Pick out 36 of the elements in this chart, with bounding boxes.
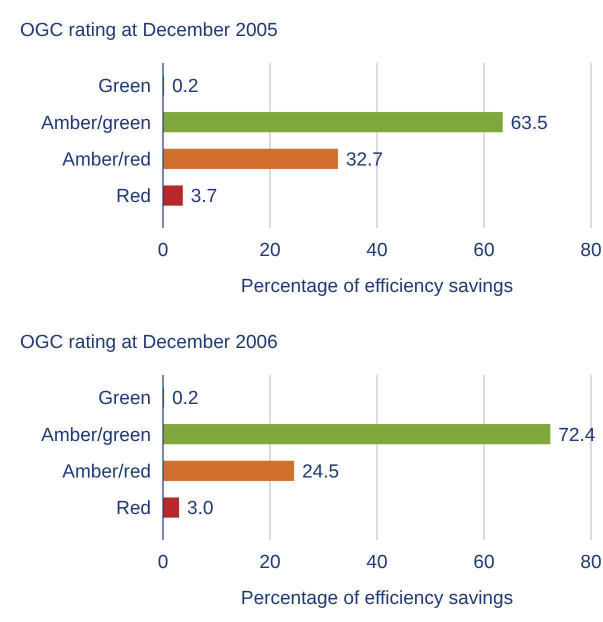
data-label: 24.5 — [302, 462, 340, 483]
data-label: 3.7 — [190, 186, 218, 208]
x-tick-label: 80 — [580, 552, 602, 573]
data-label: 63.5 — [510, 112, 548, 134]
x-tick-label: 60 — [473, 552, 495, 573]
x-tick-label: 0 — [158, 240, 168, 261]
x-tick-label: 20 — [259, 240, 281, 261]
bar — [163, 460, 294, 481]
data-label: 0.2 — [172, 388, 198, 410]
x-tick-label: 40 — [366, 240, 388, 261]
x-axis-title: Percentage of efficiency savings — [240, 276, 514, 297]
y-tick-label: Amber/green — [41, 424, 151, 446]
bar — [163, 497, 180, 518]
y-tick-label: Green — [98, 388, 151, 410]
data-label: 72.4 — [558, 424, 596, 446]
x-tick-label: 60 — [473, 240, 495, 261]
x-tick-label: 40 — [366, 552, 388, 573]
y-tick-label: Amber/red — [62, 150, 151, 171]
chart-title: OGC rating at December 2005 — [20, 20, 278, 41]
data-label: 0.2 — [172, 76, 198, 98]
y-tick-label: Green — [98, 76, 151, 98]
y-tick-label: Amber/green — [41, 112, 151, 134]
x-tick-label: 20 — [259, 552, 281, 573]
data-label: 32.7 — [346, 150, 383, 171]
y-tick-label: Amber/red — [62, 462, 151, 483]
x-axis-title: Percentage of efficiency savings — [240, 588, 514, 609]
chart-title: OGC rating at December 2006 — [20, 332, 278, 353]
bar — [163, 148, 338, 169]
x-tick-label: 0 — [158, 552, 168, 573]
y-tick-label: Red — [116, 186, 151, 208]
bar — [163, 185, 183, 206]
y-tick-label: Red — [116, 498, 151, 520]
bar — [163, 112, 503, 132]
data-label: 3.0 — [187, 498, 214, 520]
bar — [163, 424, 550, 444]
x-tick-label: 80 — [580, 240, 602, 261]
